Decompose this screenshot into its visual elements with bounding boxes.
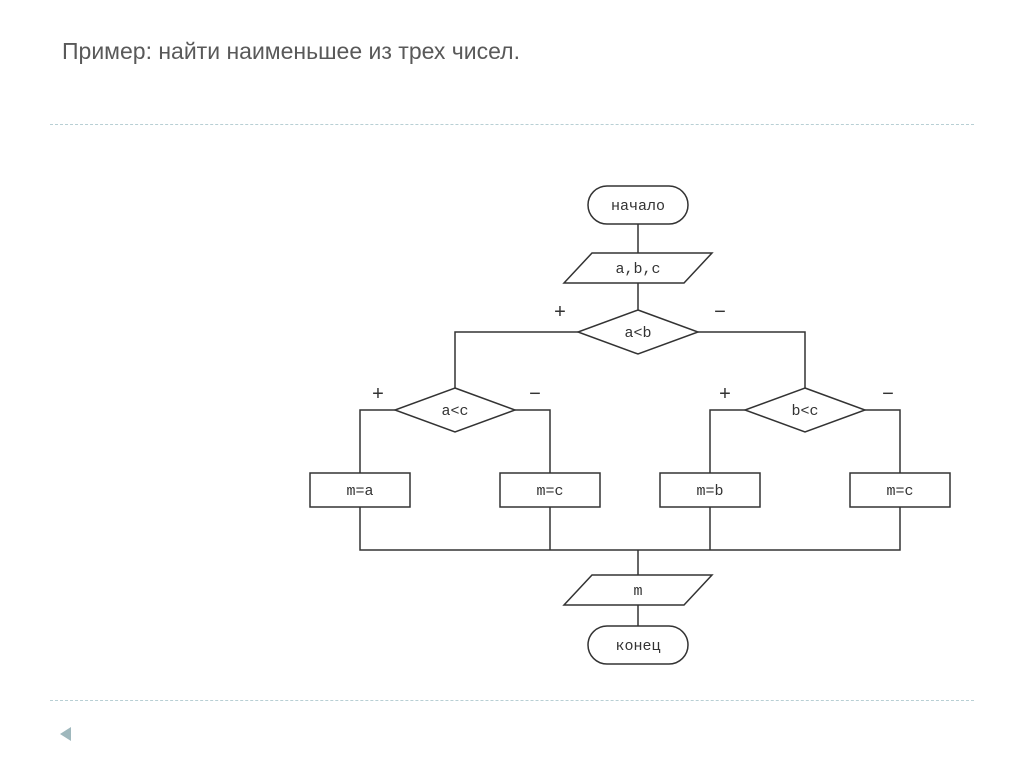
node-end-label: конец: [615, 638, 660, 655]
edge-d3-mc2: [865, 410, 900, 473]
node-d2-label: a<c: [441, 403, 468, 420]
prev-slide-icon[interactable]: [60, 727, 71, 741]
node-input-label: a,b,c: [615, 261, 660, 278]
node-start-label: начало: [611, 198, 665, 215]
node-d1-label: a<b: [624, 325, 651, 342]
edge-merge-bus: [360, 507, 900, 550]
label-d2-plus: +: [372, 383, 384, 405]
node-mc2-label: m=c: [886, 483, 913, 500]
label-d1-minus: −: [714, 301, 726, 323]
edge-d2-mc1: [515, 410, 550, 473]
label-d2-minus: −: [529, 383, 541, 405]
node-mb-label: m=b: [696, 483, 723, 500]
label-d3-plus: +: [719, 383, 731, 405]
edge-d3-mb: [710, 410, 745, 473]
node-output-label: m: [633, 583, 642, 600]
label-d1-plus: +: [554, 301, 566, 323]
node-ma-label: m=a: [346, 483, 373, 500]
node-mc1-label: m=c: [536, 483, 563, 500]
node-d3-label: b<c: [791, 403, 818, 420]
divider-bottom: [50, 700, 974, 701]
label-d3-minus: −: [882, 383, 894, 405]
edge-d2-ma: [360, 410, 395, 473]
flowchart-canvas: + − + − + − начало a,b,c a<b a<c b<c m=a…: [0, 0, 1024, 767]
edge-d1-d2: [455, 332, 578, 388]
edge-d1-d3: [698, 332, 805, 388]
